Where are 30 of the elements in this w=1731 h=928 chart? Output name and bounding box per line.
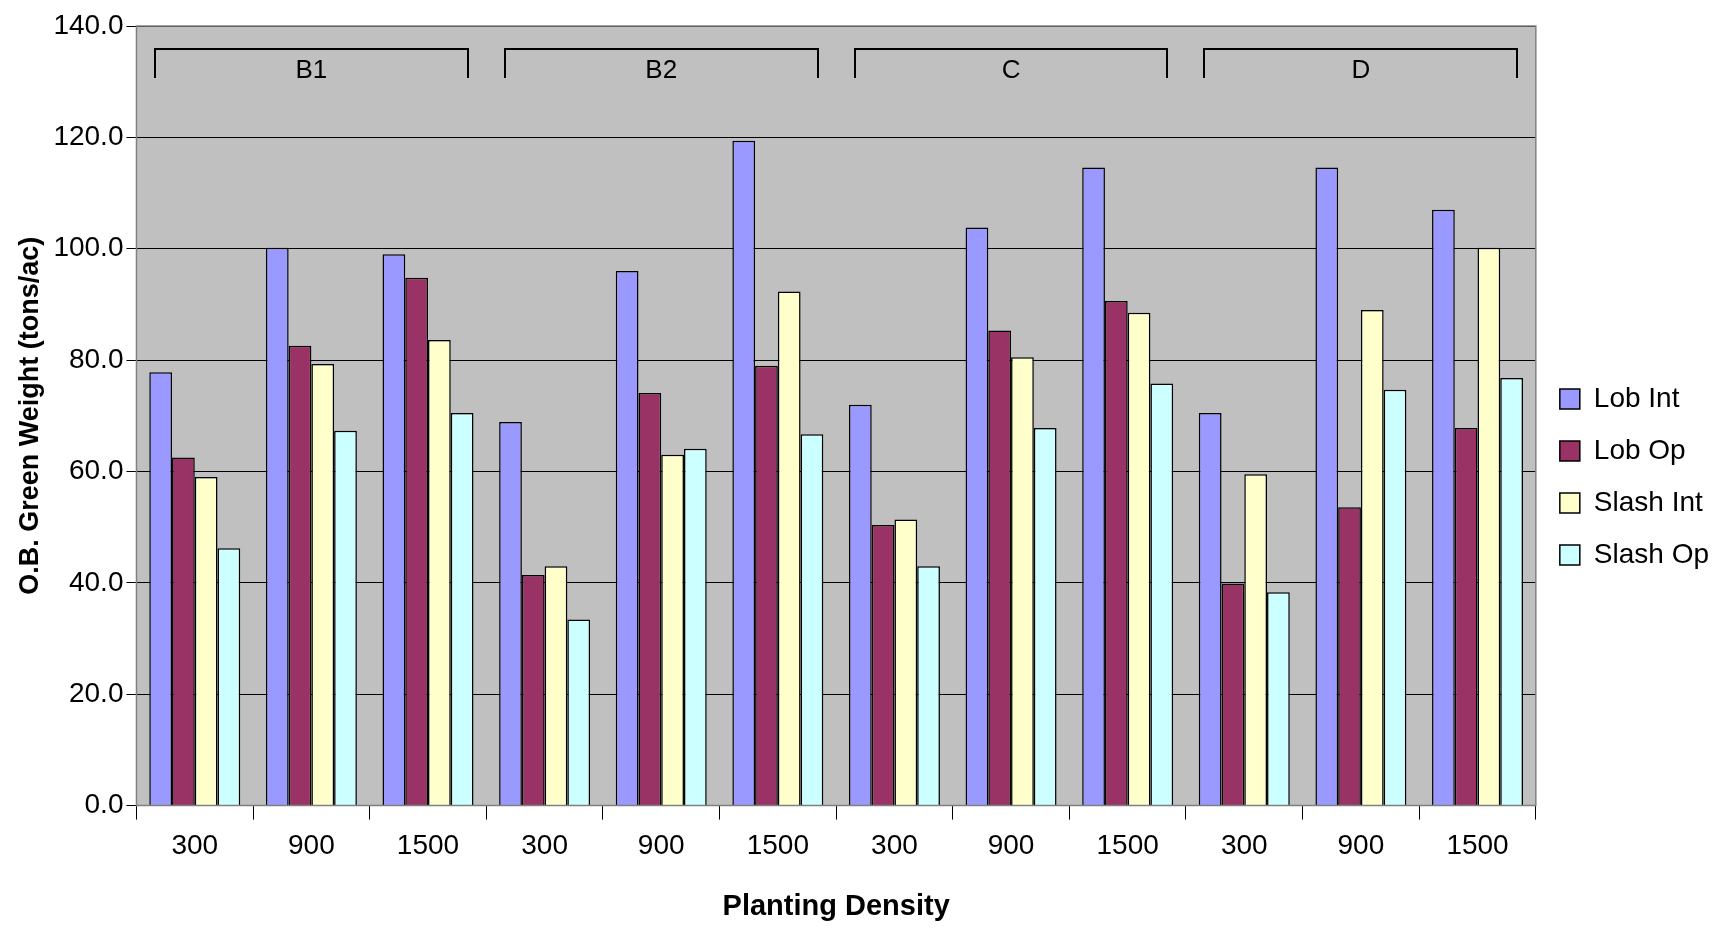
y-tick-label: 40.0: [68, 565, 124, 597]
y-tick-label: 20.0: [68, 676, 124, 708]
x-tick-label: 300: [1220, 829, 1268, 861]
x-tick-label: 900: [987, 829, 1035, 861]
y-tick-label: 120.0: [53, 120, 124, 152]
annotation: B2: [645, 54, 678, 85]
legend-label: Lob Op: [1593, 433, 1686, 465]
x-tick-label: 1500: [746, 829, 809, 861]
legend-label: Lob Int: [1593, 381, 1680, 413]
annotation: C: [1001, 54, 1021, 85]
annotation: B1: [295, 54, 328, 85]
annotation: D: [1351, 54, 1371, 85]
x-axis-title: Planting Density: [722, 888, 950, 921]
x-tick-label: 300: [871, 829, 918, 861]
y-tick-label: 100.0: [53, 231, 124, 263]
x-tick-label: 900: [1337, 829, 1385, 861]
y-tick-label: 0.0: [84, 788, 124, 820]
legend-label: Slash Int: [1593, 485, 1703, 517]
y-axis-title: O.B. Green Weight (tons/ac): [13, 236, 44, 595]
x-tick-label: 1500: [1446, 829, 1509, 861]
x-tick-label: 900: [288, 829, 335, 861]
x-tick-label: 1500: [396, 829, 460, 861]
y-tick-label: 60.0: [68, 454, 124, 486]
x-tick-label: 900: [637, 829, 685, 861]
y-tick-label: 80.0: [68, 342, 124, 374]
x-tick-label: 300: [521, 829, 568, 861]
x-tick-label: 1500: [1096, 829, 1159, 861]
y-tick-label: 140.0: [53, 8, 124, 40]
legend-label: Slash Op: [1593, 537, 1709, 569]
x-tick-label: 300: [171, 829, 219, 861]
